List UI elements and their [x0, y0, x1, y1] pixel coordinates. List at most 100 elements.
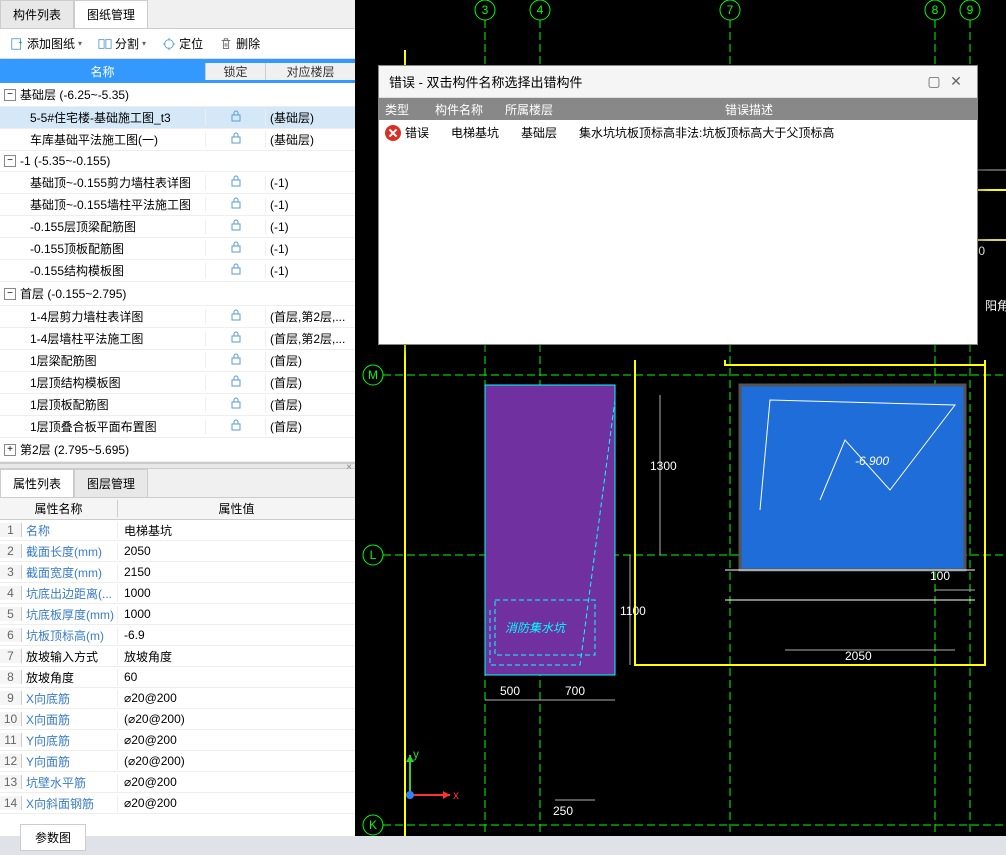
prop-value[interactable]: -6.9	[118, 628, 355, 642]
tree-item[interactable]: 1-4层墙柱平法施工图(首层,第2层,...	[0, 328, 355, 350]
tree-item[interactable]: 1-4层剪力墙柱表详图(首层,第2层,...	[0, 306, 355, 328]
prop-row[interactable]: 8放坡角度60	[0, 667, 355, 688]
prop-row[interactable]: 10X向面筋(⌀20@200)	[0, 709, 355, 730]
split-button[interactable]: 分割 ▾	[94, 33, 150, 54]
chevron-down-icon: ▾	[142, 39, 146, 48]
locate-button[interactable]: 定位	[158, 33, 207, 54]
tree-item-lock[interactable]	[205, 110, 265, 125]
prop-row[interactable]: 9X向底筋⌀20@200	[0, 688, 355, 709]
prop-row[interactable]: 5坑底板厚度(mm)1000	[0, 604, 355, 625]
svg-text:L: L	[370, 548, 377, 562]
tree-item-floor: (首层)	[265, 418, 355, 435]
svg-text:2050: 2050	[845, 649, 872, 663]
top-tabs: 构件列表 图纸管理	[0, 0, 355, 29]
tree-group[interactable]: −-1 (-5.35~-0.155)	[0, 151, 355, 172]
delete-button[interactable]: 删除	[215, 33, 264, 54]
tree-item[interactable]: 基础顶~-0.155剪力墙柱表详图(-1)	[0, 172, 355, 194]
prop-value[interactable]: ⌀20@200	[118, 775, 355, 789]
prop-value[interactable]: 放坡角度	[118, 648, 355, 665]
tree-item[interactable]: 1层顶叠合板平面布置图(首层)	[0, 416, 355, 438]
close-icon[interactable]: ×	[346, 462, 352, 473]
prop-value[interactable]: (⌀20@200)	[118, 754, 355, 768]
tree-item-lock[interactable]	[205, 419, 265, 434]
tree-item-name: 基础顶~-0.155剪力墙柱表详图	[0, 174, 205, 191]
tree-group-label: -1 (-5.35~-0.155)	[20, 154, 110, 168]
tree-item-lock[interactable]	[205, 241, 265, 256]
tree-item[interactable]: 1层顶结构模板图(首层)	[0, 372, 355, 394]
tree-item[interactable]: 车库基础平法施工图(一)(基础层)	[0, 129, 355, 151]
drawing-tree[interactable]: −基础层 (-6.25~-5.35)5-5#住宅楼-基础施工图_t3(基础层)车…	[0, 83, 355, 463]
tree-item-lock[interactable]	[205, 175, 265, 190]
add-drawing-button[interactable]: 添加图纸 ▾	[6, 33, 86, 54]
prop-row[interactable]: 6坑板顶标高(m)-6.9	[0, 625, 355, 646]
prop-value[interactable]: 1000	[118, 607, 355, 621]
prop-num: 3	[0, 565, 22, 579]
tree-toggle-icon[interactable]: −	[4, 89, 16, 101]
tree-item-lock[interactable]	[205, 375, 265, 390]
prop-row[interactable]: 14X向斜面钢筋⌀20@200	[0, 793, 355, 814]
tree-item-floor: (-1)	[265, 264, 355, 278]
prop-body[interactable]: 1名称电梯基坑2截面长度(mm)20503截面宽度(mm)21504坑底出边距离…	[0, 520, 355, 820]
prop-row[interactable]: 2截面长度(mm)2050	[0, 541, 355, 562]
prop-value[interactable]: 2050	[118, 544, 355, 558]
add-icon	[10, 37, 24, 51]
tree-item[interactable]: 1层顶板配筋图(首层)	[0, 394, 355, 416]
svg-text:100: 100	[930, 569, 950, 583]
svg-text:M: M	[368, 368, 378, 382]
svg-text:250: 250	[553, 804, 573, 818]
prop-row[interactable]: 4坑底出边距离(...1000	[0, 583, 355, 604]
tab-attr-list[interactable]: 属性列表	[0, 469, 74, 497]
prop-row[interactable]: 3截面宽度(mm)2150	[0, 562, 355, 583]
err-name: 电梯基坑	[451, 124, 521, 141]
tree-group[interactable]: +第2层 (2.795~5.695)	[0, 438, 355, 462]
prop-key: 名称	[22, 522, 118, 539]
tree-item-lock[interactable]	[205, 197, 265, 212]
err-desc: 集水坑坑板顶标高非法:坑板顶标高大于父顶标高	[579, 124, 971, 141]
tree-item[interactable]: 5-5#住宅楼-基础施工图_t3(基础层)	[0, 107, 355, 129]
prop-value[interactable]: 2150	[118, 565, 355, 579]
prop-value[interactable]: 60	[118, 670, 355, 684]
prop-row[interactable]: 12Y向面筋(⌀20@200)	[0, 751, 355, 772]
tree-toggle-icon[interactable]: −	[4, 288, 16, 300]
tree-item[interactable]: -0.155顶板配筋图(-1)	[0, 238, 355, 260]
prop-value[interactable]: ⌀20@200	[118, 796, 355, 810]
prop-row[interactable]: 7放坡输入方式放坡角度	[0, 646, 355, 667]
lock-icon	[230, 175, 242, 187]
tree-item[interactable]: -0.155层顶梁配筋图(-1)	[0, 216, 355, 238]
tree-item-lock[interactable]	[205, 219, 265, 234]
tree-item-lock[interactable]	[205, 309, 265, 324]
param-button[interactable]: 参数图	[20, 824, 86, 851]
tree-item[interactable]: 1层梁配筋图(首层)	[0, 350, 355, 372]
close-button[interactable]: ✕	[945, 73, 967, 91]
error-titlebar[interactable]: 错误 - 双击构件名称选择出错构件 ▢ ✕	[379, 66, 977, 98]
prop-row[interactable]: 13坑壁水平筋⌀20@200	[0, 772, 355, 793]
prop-row[interactable]: 11Y向底筋⌀20@200	[0, 730, 355, 751]
tree-item-lock[interactable]	[205, 397, 265, 412]
tree-item[interactable]: -0.155结构模板图(-1)	[0, 260, 355, 282]
tree-item-lock[interactable]	[205, 331, 265, 346]
prop-value[interactable]: 1000	[118, 586, 355, 600]
tree-toggle-icon[interactable]: +	[4, 444, 16, 456]
prop-row[interactable]: 1名称电梯基坑	[0, 520, 355, 541]
prop-value[interactable]: ⌀20@200	[118, 691, 355, 705]
tree-item[interactable]: 基础顶~-0.155墙柱平法施工图(-1)	[0, 194, 355, 216]
minimize-button[interactable]: ▢	[923, 73, 945, 91]
split-icon	[98, 37, 112, 51]
tree-item-lock[interactable]	[205, 353, 265, 368]
tree-group[interactable]: −基础层 (-6.25~-5.35)	[0, 83, 355, 107]
tab-layer-mgmt[interactable]: 图层管理	[74, 469, 148, 497]
splitter[interactable]: ×	[0, 463, 355, 469]
tab-drawing-mgmt[interactable]: 图纸管理	[74, 0, 148, 28]
error-row[interactable]: 错误 电梯基坑 基础层 集水坑坑板顶标高非法:坑板顶标高大于父顶标高	[379, 120, 977, 145]
tab-component-list[interactable]: 构件列表	[0, 0, 74, 28]
tree-item-lock[interactable]	[205, 263, 265, 278]
tree-toggle-icon[interactable]: −	[4, 155, 16, 167]
prop-value[interactable]: ⌀20@200	[118, 733, 355, 747]
prop-value[interactable]: 电梯基坑	[118, 522, 355, 539]
prop-value[interactable]: (⌀20@200)	[118, 712, 355, 726]
prop-col-value: 属性值	[118, 500, 355, 517]
tree-item-lock[interactable]	[205, 132, 265, 147]
locate-label: 定位	[179, 35, 203, 52]
tree-group[interactable]: −首层 (-0.155~2.795)	[0, 282, 355, 306]
prop-num: 1	[0, 523, 22, 537]
